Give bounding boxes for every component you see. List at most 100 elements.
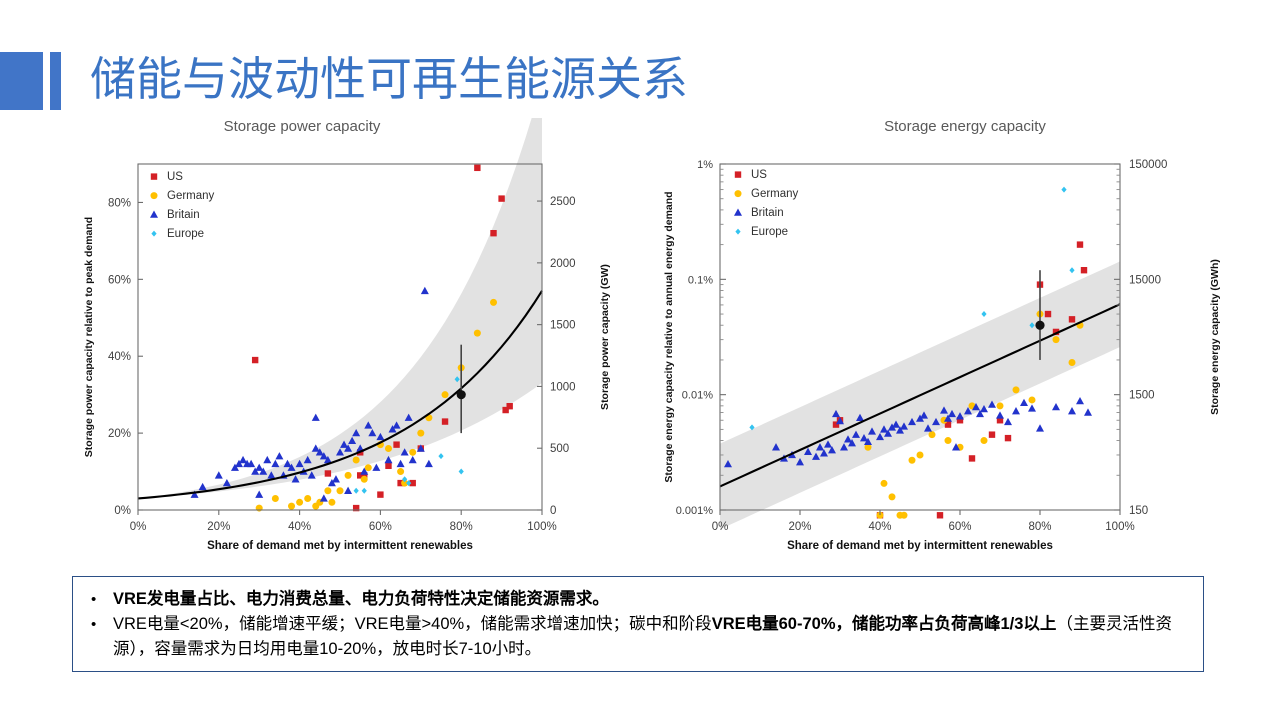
data-point-britain	[190, 490, 199, 498]
data-point-britain	[372, 463, 381, 471]
x-tick-label: 40%	[288, 521, 311, 533]
data-point-germany	[944, 437, 952, 445]
x-tick-label: 60%	[369, 521, 392, 533]
data-point-us	[988, 431, 996, 438]
data-point-britain	[222, 478, 231, 487]
y2-tick-label: 2000	[550, 258, 576, 270]
data-point-britain	[832, 409, 840, 418]
data-point-britain	[230, 463, 239, 471]
data-point-britain	[888, 423, 896, 431]
legend-label-us: US	[751, 169, 767, 181]
data-point-us	[357, 472, 364, 479]
data-point-europe	[1061, 186, 1067, 193]
data-point-britain	[424, 459, 433, 468]
data-point-europe	[361, 487, 367, 494]
data-point-germany	[473, 329, 481, 337]
y2-tick-label: 0	[550, 505, 556, 517]
data-point-britain	[1004, 417, 1012, 426]
y-axis-label: Storage power capacity relative to peak …	[83, 217, 95, 457]
data-point-britain	[1076, 396, 1084, 405]
data-point-britain	[908, 417, 916, 426]
x-tick-label: 100%	[527, 521, 556, 533]
highlight-point	[456, 390, 466, 400]
data-point-britain	[271, 459, 280, 468]
data-point-britain	[235, 459, 243, 468]
data-point-us	[409, 479, 416, 487]
data-point-britain	[364, 421, 373, 429]
chart-left-canvas: 0% 20% 40% 60% 80% 100% Share of demand met by…	[83, 118, 611, 552]
data-point-us	[506, 403, 513, 410]
data-point-germany	[352, 456, 360, 464]
x-tick-label: 0%	[130, 521, 147, 533]
legend-marker-germany	[734, 190, 742, 198]
data-point-britain	[856, 413, 864, 422]
data-point-us	[385, 462, 392, 469]
data-point-britain	[319, 494, 328, 502]
data-point-britain	[948, 409, 956, 418]
data-point-germany	[417, 429, 425, 437]
data-point-britain	[852, 430, 860, 438]
data-point-britain	[348, 436, 357, 444]
data-point-britain	[323, 455, 332, 464]
legend-label-britain: Britain	[751, 207, 784, 219]
y-tick-label: 0.001%	[676, 505, 714, 517]
data-point-britain	[976, 409, 984, 418]
data-point-europe	[981, 311, 987, 318]
data-point-britain	[360, 467, 369, 475]
x-axis-label: Share of demand met by intermittent rene…	[787, 540, 1053, 552]
data-point-us	[944, 421, 952, 428]
data-point-britain	[972, 403, 980, 411]
note-item: • VRE发电量占比、电力消费总量、电力负荷特性决定储能资源需求。	[91, 587, 1189, 612]
note-item: • VRE电量<20%，储能增速平缓；VRE电量>40%，储能需求增速加快；碳中…	[91, 612, 1189, 662]
data-point-britain	[916, 414, 924, 422]
data-point-germany	[360, 475, 368, 483]
y-tick-label: 1%	[697, 159, 713, 171]
data-point-britain	[860, 434, 868, 442]
data-point-us	[1004, 434, 1012, 442]
slide-title-bar: 储能与波动性可再生能源关系	[0, 52, 760, 118]
data-point-britain	[952, 443, 960, 451]
data-point-britain	[331, 475, 340, 483]
x-tick-label: 20%	[788, 521, 811, 533]
data-point-britain	[772, 443, 780, 451]
data-point-britain	[327, 478, 336, 487]
confidence-band	[138, 118, 542, 499]
data-point-britain	[876, 432, 884, 441]
data-point-us	[393, 441, 400, 448]
y2-tick-label: 1000	[550, 381, 576, 393]
data-point-europe	[1069, 267, 1075, 274]
data-point-us	[498, 195, 505, 202]
y-tick-label: 60%	[108, 274, 131, 286]
data-point-germany	[409, 448, 417, 456]
trend-line	[719, 303, 1121, 488]
data-point-britain	[840, 443, 848, 451]
data-point-britain	[940, 406, 948, 414]
x-tick-label: 100%	[1105, 521, 1134, 533]
data-point-britain	[239, 455, 248, 464]
legend-label-germany: Germany	[751, 188, 799, 200]
data-point-britain	[956, 412, 964, 420]
data-point-germany	[928, 431, 936, 439]
y2-tick-label: 1500	[550, 320, 576, 332]
legend-marker-britain	[734, 208, 742, 216]
data-point-britain	[836, 416, 844, 425]
data-point-britain	[295, 459, 304, 468]
highlight-point	[1035, 320, 1045, 330]
data-point-britain	[1084, 408, 1092, 416]
data-point-britain	[824, 440, 832, 448]
data-point-germany	[324, 487, 332, 495]
data-point-germany	[900, 511, 908, 519]
data-point-britain	[1052, 403, 1060, 411]
data-point-us	[832, 421, 840, 428]
data-point-us	[361, 472, 368, 479]
data-point-britain	[820, 449, 828, 457]
data-point-us	[1076, 241, 1084, 248]
x-tick-label: 0%	[712, 521, 729, 533]
data-point-germany	[876, 511, 884, 519]
data-point-us	[956, 417, 964, 424]
y2-tick-label: 1500	[1129, 390, 1155, 402]
data-point-britain	[263, 455, 272, 464]
data-point-germany	[1012, 386, 1020, 394]
data-point-germany	[384, 444, 392, 452]
y-tick-label: 40%	[108, 351, 131, 363]
